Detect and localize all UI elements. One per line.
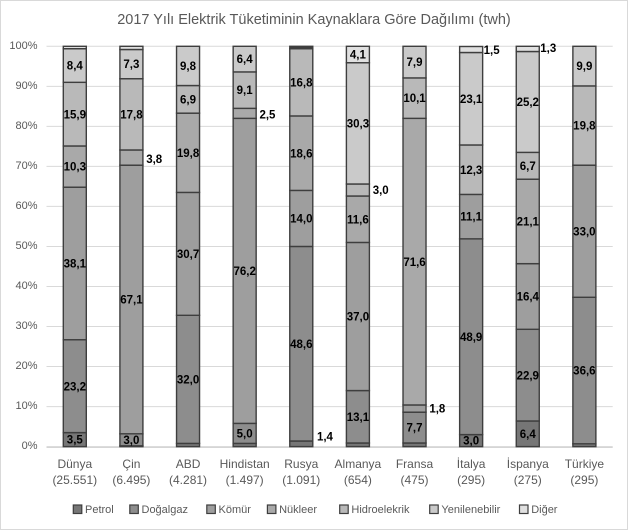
svg-text:10,1: 10,1 bbox=[403, 93, 426, 105]
svg-text:0%: 0% bbox=[22, 440, 38, 452]
svg-text:16,4: 16,4 bbox=[517, 292, 540, 304]
svg-text:50%: 50% bbox=[15, 240, 37, 252]
svg-text:Rusya: Rusya bbox=[284, 457, 318, 471]
svg-text:21,1: 21,1 bbox=[517, 217, 540, 229]
svg-text:37,0: 37,0 bbox=[347, 312, 369, 324]
svg-text:7,7: 7,7 bbox=[407, 423, 423, 435]
svg-text:15,9: 15,9 bbox=[64, 109, 86, 121]
svg-text:12,3: 12,3 bbox=[460, 165, 482, 177]
svg-text:13,1: 13,1 bbox=[347, 412, 370, 424]
svg-text:38,1: 38,1 bbox=[64, 259, 87, 271]
svg-text:18,6: 18,6 bbox=[290, 148, 312, 160]
svg-text:8,4: 8,4 bbox=[67, 61, 84, 73]
svg-text:3,0: 3,0 bbox=[373, 185, 389, 197]
svg-text:6,4: 6,4 bbox=[237, 54, 254, 66]
svg-text:1,8: 1,8 bbox=[429, 404, 446, 416]
svg-text:67,1: 67,1 bbox=[120, 295, 143, 307]
svg-text:Diğer: Diğer bbox=[531, 504, 558, 516]
svg-text:70%: 70% bbox=[15, 160, 37, 172]
svg-text:Dünya: Dünya bbox=[57, 457, 92, 471]
svg-text:30,7: 30,7 bbox=[177, 249, 199, 261]
svg-text:9,9: 9,9 bbox=[576, 61, 592, 73]
svg-text:4,1: 4,1 bbox=[350, 50, 367, 62]
svg-text:19,8: 19,8 bbox=[573, 121, 596, 133]
svg-text:1,5: 1,5 bbox=[484, 45, 501, 57]
svg-text:6,7: 6,7 bbox=[520, 161, 536, 173]
svg-text:2017 Yılı Elektrik Tüketiminin: 2017 Yılı Elektrik Tüketiminin Kaynaklar… bbox=[117, 12, 511, 28]
svg-text:1,4: 1,4 bbox=[317, 432, 334, 444]
svg-text:Yenilenebilir: Yenilenebilir bbox=[441, 504, 500, 516]
svg-text:100%: 100% bbox=[9, 40, 37, 52]
svg-text:36,6: 36,6 bbox=[573, 366, 595, 378]
svg-text:10%: 10% bbox=[15, 400, 37, 412]
svg-text:3,8: 3,8 bbox=[146, 154, 163, 166]
svg-text:7,3: 7,3 bbox=[123, 59, 139, 71]
svg-text:30%: 30% bbox=[15, 320, 37, 332]
svg-text:Almanya: Almanya bbox=[335, 457, 382, 471]
svg-text:90%: 90% bbox=[15, 80, 37, 92]
svg-text:3,0: 3,0 bbox=[463, 436, 479, 448]
svg-text:(1.091): (1.091) bbox=[282, 473, 320, 487]
svg-text:(275): (275) bbox=[514, 473, 542, 487]
svg-text:33,0: 33,0 bbox=[573, 226, 595, 238]
svg-text:76,2: 76,2 bbox=[233, 266, 255, 278]
svg-text:1,3: 1,3 bbox=[540, 43, 556, 55]
svg-text:32,0: 32,0 bbox=[177, 374, 199, 386]
svg-text:(654): (654) bbox=[344, 473, 372, 487]
svg-text:9,1: 9,1 bbox=[237, 85, 254, 97]
svg-text:40%: 40% bbox=[15, 280, 37, 292]
svg-text:10,3: 10,3 bbox=[64, 162, 86, 174]
svg-text:23,2: 23,2 bbox=[64, 381, 86, 393]
svg-text:71,6: 71,6 bbox=[403, 257, 425, 269]
svg-text:22,9: 22,9 bbox=[517, 370, 539, 382]
svg-text:(4.281): (4.281) bbox=[169, 473, 207, 487]
svg-text:(1.497): (1.497) bbox=[226, 473, 264, 487]
svg-text:Petrol: Petrol bbox=[85, 504, 114, 516]
svg-text:23,1: 23,1 bbox=[460, 94, 483, 106]
svg-text:14,0: 14,0 bbox=[290, 214, 312, 226]
svg-text:Türkiye: Türkiye bbox=[565, 457, 605, 471]
svg-text:ABD: ABD bbox=[176, 457, 201, 471]
svg-text:11,1: 11,1 bbox=[460, 212, 482, 224]
svg-text:80%: 80% bbox=[15, 120, 37, 132]
svg-text:25,2: 25,2 bbox=[517, 97, 539, 109]
svg-text:9,8: 9,8 bbox=[180, 61, 197, 73]
svg-text:7,9: 7,9 bbox=[407, 57, 423, 69]
svg-text:11,6: 11,6 bbox=[347, 214, 369, 226]
svg-text:İtalya: İtalya bbox=[457, 457, 486, 471]
svg-text:Doğalgaz: Doğalgaz bbox=[142, 504, 188, 516]
svg-text:Kömür: Kömür bbox=[219, 504, 252, 516]
svg-text:(295): (295) bbox=[570, 473, 598, 487]
svg-text:İspanya: İspanya bbox=[507, 457, 549, 471]
svg-text:20%: 20% bbox=[15, 360, 37, 372]
svg-text:6,9: 6,9 bbox=[180, 94, 196, 106]
svg-text:60%: 60% bbox=[15, 200, 37, 212]
svg-text:16,8: 16,8 bbox=[290, 77, 313, 89]
svg-text:3,5: 3,5 bbox=[67, 435, 84, 447]
svg-text:Nükleer: Nükleer bbox=[279, 504, 317, 516]
svg-text:19,8: 19,8 bbox=[177, 148, 200, 160]
svg-text:2,5: 2,5 bbox=[259, 109, 276, 121]
svg-text:6,4: 6,4 bbox=[520, 429, 537, 441]
svg-text:17,8: 17,8 bbox=[120, 109, 143, 121]
svg-text:48,6: 48,6 bbox=[290, 339, 312, 351]
svg-text:(6.495): (6.495) bbox=[112, 473, 150, 487]
svg-text:3,0: 3,0 bbox=[123, 435, 139, 447]
svg-text:5,0: 5,0 bbox=[237, 428, 253, 440]
svg-text:48,9: 48,9 bbox=[460, 332, 482, 344]
svg-text:(475): (475) bbox=[401, 473, 429, 487]
svg-text:Çin: Çin bbox=[122, 457, 140, 471]
svg-text:(25.551): (25.551) bbox=[52, 473, 97, 487]
svg-text:(295): (295) bbox=[457, 473, 485, 487]
svg-text:Hidroelekrik: Hidroelekrik bbox=[351, 504, 410, 516]
svg-text:30,3: 30,3 bbox=[347, 118, 369, 130]
svg-text:Hindistan: Hindistan bbox=[220, 457, 270, 471]
svg-text:Fransa: Fransa bbox=[396, 457, 434, 471]
